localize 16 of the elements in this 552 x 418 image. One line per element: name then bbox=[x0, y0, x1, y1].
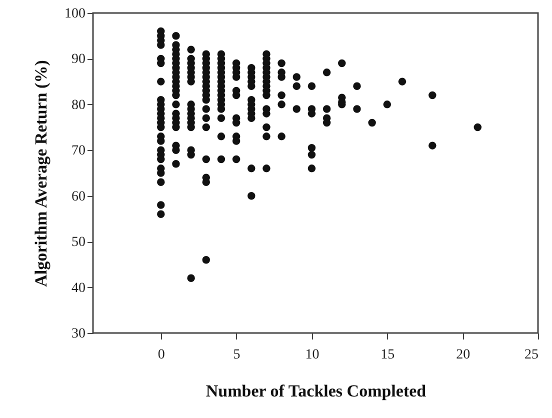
x-tick-label: 5 bbox=[233, 348, 240, 362]
x-tick-label: 25 bbox=[524, 348, 538, 362]
x-tick-label: 15 bbox=[380, 348, 395, 362]
y-tick-label: 70 bbox=[72, 144, 86, 159]
x-tick-label: 10 bbox=[305, 348, 320, 362]
y-tick-label: 60 bbox=[72, 189, 86, 204]
y-tick-label: 40 bbox=[72, 280, 86, 296]
x-axis-title: Number of Tackles Completed bbox=[206, 382, 427, 400]
y-tick-label: 30 bbox=[72, 326, 86, 342]
y-tick-label: 100 bbox=[64, 6, 86, 22]
x-tick-label: 0 bbox=[158, 348, 165, 362]
y-axis-title: Algorithm Average Return (%) bbox=[32, 60, 50, 287]
y-tick-label: 80 bbox=[72, 98, 86, 113]
y-tick-label: 90 bbox=[72, 52, 86, 68]
y-tick-label: 50 bbox=[72, 235, 86, 250]
x-tick-label: 20 bbox=[456, 348, 470, 362]
